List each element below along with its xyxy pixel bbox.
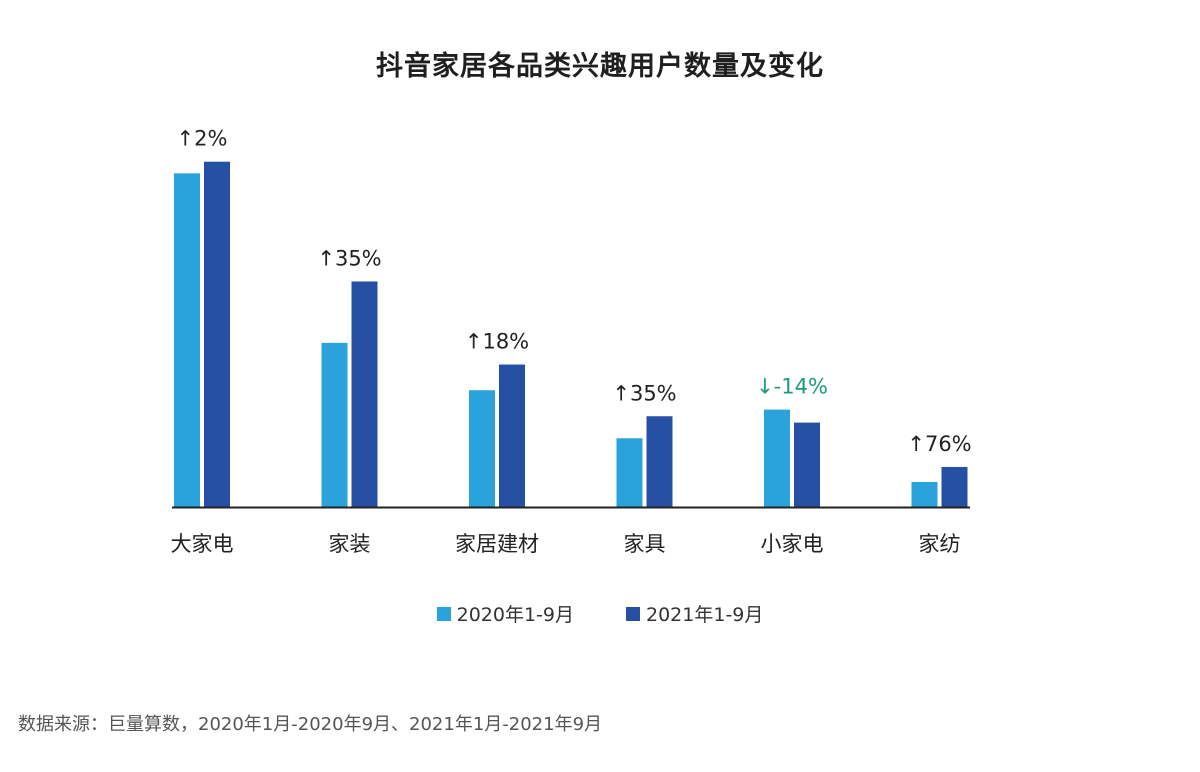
bar-2021-2 — [499, 364, 525, 507]
category-label-0: 大家电 — [171, 532, 234, 556]
legend-label-2021: 2021年1-9月 — [646, 604, 764, 626]
bar-2021-3 — [646, 416, 673, 507]
category-label-3: 家具 — [624, 532, 666, 556]
source-note: 数据来源：巨量算数，2020年1月-2020年9月、2021年1月-2021年9… — [18, 714, 603, 735]
bar-2021-0 — [204, 161, 230, 507]
change-label-5: ↑76% — [907, 432, 971, 456]
bar-2020-0 — [174, 173, 200, 507]
legend-item-2020: 2020年1-9月 — [436, 600, 574, 627]
legend-item-2021: 2021年1-9月 — [626, 600, 763, 627]
bar-2021-5 — [941, 466, 968, 507]
bar-2021-4 — [794, 422, 820, 507]
change-label-0: ↑2% — [177, 127, 228, 151]
bar-2020-2 — [469, 390, 495, 507]
bar-2020-1 — [321, 342, 348, 507]
category-label-4: 小家电 — [761, 532, 824, 556]
bar-2020-3 — [616, 438, 643, 507]
change-label-2: ↑18% — [465, 330, 529, 354]
legend-swatch-2021 — [626, 606, 640, 621]
legend-swatch-2020 — [436, 606, 451, 621]
bar-2020-4 — [764, 409, 790, 507]
change-label-1: ↑35% — [317, 246, 381, 270]
category-label-2: 家居建材 — [455, 532, 539, 556]
category-label-1: 家装 — [329, 532, 371, 556]
chart-title: 抖音家居各品类兴趣用户数量及变化 — [376, 51, 824, 82]
bar-2020-5 — [911, 481, 938, 507]
change-label-3: ↑35% — [612, 381, 676, 405]
legend-label-2020: 2020年1-9月 — [456, 604, 574, 626]
change-label-4: ↓-14% — [756, 375, 828, 399]
bar-2021-1 — [351, 281, 378, 507]
chart-legend: 2020年1-9月 2021年1-9月 — [0, 600, 1200, 627]
category-label-5: 家纺 — [919, 532, 961, 556]
